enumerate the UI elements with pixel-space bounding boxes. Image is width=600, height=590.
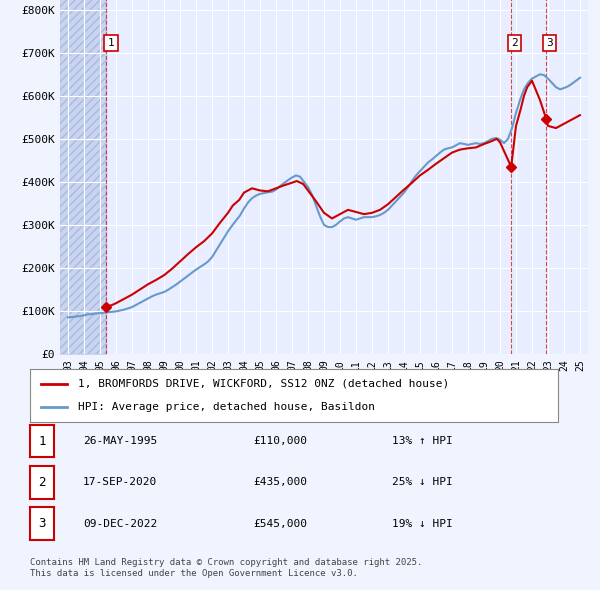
Text: 3: 3 <box>546 38 553 48</box>
Text: 25% ↓ HPI: 25% ↓ HPI <box>392 477 453 487</box>
Text: 2: 2 <box>38 476 46 489</box>
Text: 19% ↓ HPI: 19% ↓ HPI <box>392 519 453 529</box>
Text: £435,000: £435,000 <box>253 477 307 487</box>
Text: HPI: Average price, detached house, Basildon: HPI: Average price, detached house, Basi… <box>77 402 374 412</box>
Text: Contains HM Land Registry data © Crown copyright and database right 2025.
This d: Contains HM Land Registry data © Crown c… <box>30 558 422 578</box>
Text: 26-MAY-1995: 26-MAY-1995 <box>83 436 157 446</box>
Text: 1: 1 <box>108 38 115 48</box>
Text: 3: 3 <box>38 517 46 530</box>
Text: 09-DEC-2022: 09-DEC-2022 <box>83 519 157 529</box>
Text: 1: 1 <box>38 434 46 448</box>
Text: 13% ↑ HPI: 13% ↑ HPI <box>392 436 453 446</box>
Text: 1, BROMFORDS DRIVE, WICKFORD, SS12 0NZ (detached house): 1, BROMFORDS DRIVE, WICKFORD, SS12 0NZ (… <box>77 379 449 389</box>
Text: 17-SEP-2020: 17-SEP-2020 <box>83 477 157 487</box>
Text: 2: 2 <box>511 38 518 48</box>
Text: £545,000: £545,000 <box>253 519 307 529</box>
Text: £110,000: £110,000 <box>253 436 307 446</box>
